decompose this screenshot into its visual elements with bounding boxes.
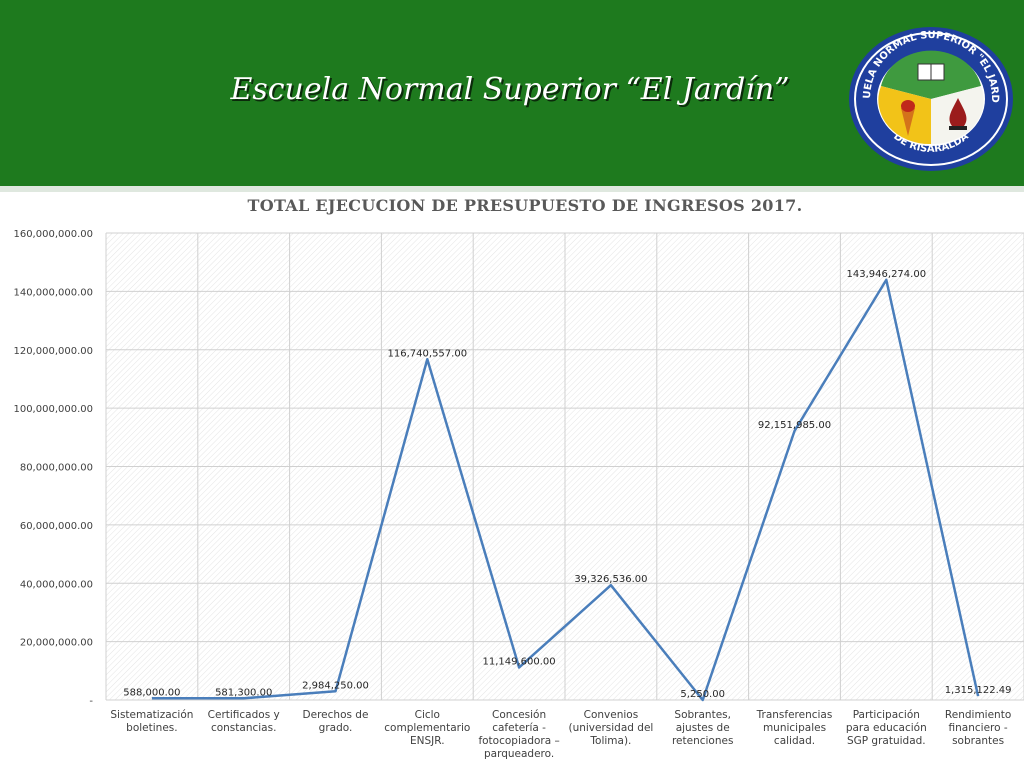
x-tick-label-line: retenciones — [672, 735, 733, 747]
y-tick-label: 40,000,000.00 — [20, 579, 93, 590]
data-label: 2,984,250.00 — [302, 680, 369, 691]
x-tick-label: Certificados y constancias. — [208, 709, 280, 734]
series-line — [151, 278, 980, 702]
x-tick-label: Rendimiento financiero -sobrantes — [945, 709, 1011, 747]
x-tick-label: Transferencias municipales calidad. — [756, 709, 833, 747]
x-tick-label: Concesión cafetería -fotocopiadora – parqu… — [478, 709, 559, 760]
series — [151, 278, 980, 702]
x-tick-label-line: municipales — [763, 722, 826, 734]
data-label: 143,946,274.00 — [847, 269, 927, 280]
x-tick-label: Ciclo complementario ENSJR. — [384, 709, 470, 747]
torch-icon — [901, 108, 915, 136]
x-tick-label-line: cafetería - — [492, 722, 546, 734]
x-tick-label-line: Rendimiento — [945, 709, 1011, 721]
data-label: 116,740,557.00 — [388, 348, 468, 359]
x-tick-label-line: parqueadero. — [484, 748, 554, 760]
x-tick-label-line: boletines. — [126, 722, 177, 734]
x-tick-label-line: constancias. — [211, 722, 276, 734]
school-logo: ESCUELA NORMAL SUPERIOR "EL JARDÍN" DE R… — [848, 26, 1013, 171]
x-tick-label-line: Transferencias — [756, 709, 833, 721]
x-tick-label-line: (universidad del — [568, 722, 653, 734]
y-tick-label: 80,000,000.00 — [20, 463, 93, 474]
x-tick-label-line: Sobrantes, — [674, 709, 731, 721]
x-tick-label-line: financiero - — [949, 722, 1008, 734]
x-tick-label-line: complementario — [384, 722, 470, 734]
y-axis: - 20,000,000.00 40,000,000.00 60,000,000.00… — [13, 229, 93, 707]
x-tick-label-line: sobrantes — [952, 735, 1004, 747]
y-tick-label: 120,000,000.00 — [13, 346, 93, 357]
x-tick-label: Sistematización boletines. — [110, 709, 193, 734]
chart-title: TOTAL EJECUCION DE PRESUPUESTO DE INGRES… — [247, 196, 803, 215]
x-tick-label-line: Sistematización — [110, 709, 193, 721]
y-tick-label: 60,000,000.00 — [20, 521, 93, 532]
x-tick-label-line: Tolima). — [589, 735, 631, 747]
grid — [105, 232, 1024, 701]
x-tick-label: Participación para educación SGP gratuidad… — [846, 709, 927, 747]
x-tick-label: Convenios (universidad del Tolima). — [568, 709, 653, 747]
data-label: 581,300.00 — [215, 687, 272, 698]
fleur-de-lis-icon — [949, 98, 967, 126]
x-tick-label-line: para educación — [846, 722, 927, 734]
x-tick-label-line: fotocopiadora – — [478, 735, 559, 747]
x-tick-label-line: Derechos de — [303, 709, 369, 721]
school-title: Escuela Normal Superior “El Jardín” — [230, 72, 790, 107]
data-label: 5,250.00 — [680, 689, 725, 700]
data-label: 92,151,985.00 — [758, 420, 831, 431]
data-labels: 588,000.00 581,300.00 2,984,250.00 116,740,… — [123, 269, 1011, 700]
x-tick-label-line: Certificados y — [208, 709, 280, 721]
x-tick-label-line: Convenios — [584, 709, 639, 721]
header-divider — [0, 186, 1024, 192]
y-tick-label: 140,000,000.00 — [13, 287, 93, 298]
school-title-container: Escuela Normal Superior “El Jardín” — [190, 72, 830, 107]
y-tick-label: 20,000,000.00 — [20, 638, 93, 649]
x-tick-label: Derechos de grado. — [303, 709, 369, 734]
data-label: 11,149,600.00 — [483, 656, 556, 667]
data-label: 1,315,122.49 — [945, 685, 1012, 696]
y-tick-label: 100,000,000.00 — [13, 404, 93, 415]
x-tick-label: Sobrantes, ajustes de retenciones — [672, 709, 733, 747]
x-tick-label-line: Participación — [853, 709, 920, 721]
x-tick-label-line: grado. — [319, 722, 353, 734]
x-tick-label-line: ENSJR. — [410, 735, 445, 747]
y-tick-label: - — [89, 696, 93, 707]
x-tick-label-line: calidad. — [774, 735, 815, 747]
x-tick-label-line: Ciclo — [415, 709, 440, 721]
data-label: 39,326,536.00 — [574, 574, 647, 585]
y-tick-label: 160,000,000.00 — [13, 229, 93, 240]
x-tick-label-line: Concesión — [492, 709, 546, 721]
x-tick-label-line: SGP gratuidad. — [847, 735, 926, 747]
data-label: 588,000.00 — [123, 687, 180, 698]
x-tick-label-line: ajustes de — [676, 722, 730, 734]
